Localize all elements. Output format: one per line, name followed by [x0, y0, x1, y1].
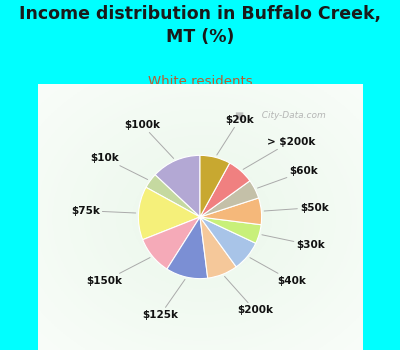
Wedge shape — [155, 155, 200, 217]
Text: $10k: $10k — [90, 153, 148, 180]
Wedge shape — [143, 217, 200, 269]
Wedge shape — [138, 187, 200, 240]
Wedge shape — [200, 217, 236, 278]
Wedge shape — [200, 217, 256, 267]
Text: $200k: $200k — [224, 276, 273, 315]
Wedge shape — [200, 181, 259, 217]
Text: > $200k: > $200k — [243, 136, 315, 169]
Text: White residents: White residents — [148, 75, 252, 89]
Wedge shape — [167, 217, 208, 279]
Wedge shape — [200, 163, 250, 217]
Wedge shape — [146, 175, 200, 217]
Wedge shape — [200, 217, 261, 243]
Text: $40k: $40k — [250, 258, 306, 286]
Text: City-Data.com: City-Data.com — [256, 111, 326, 120]
Text: $100k: $100k — [124, 120, 174, 159]
Wedge shape — [200, 155, 230, 217]
Text: $75k: $75k — [71, 206, 136, 216]
Wedge shape — [200, 198, 262, 225]
Text: Income distribution in Buffalo Creek,
MT (%): Income distribution in Buffalo Creek, MT… — [19, 5, 381, 46]
Text: $30k: $30k — [262, 235, 325, 250]
Text: $50k: $50k — [264, 203, 329, 212]
Text: $20k: $20k — [217, 114, 254, 155]
Text: $60k: $60k — [258, 166, 318, 188]
Text: $150k: $150k — [86, 258, 150, 286]
Text: $125k: $125k — [142, 279, 185, 320]
Text: ■: ■ — [234, 111, 244, 121]
